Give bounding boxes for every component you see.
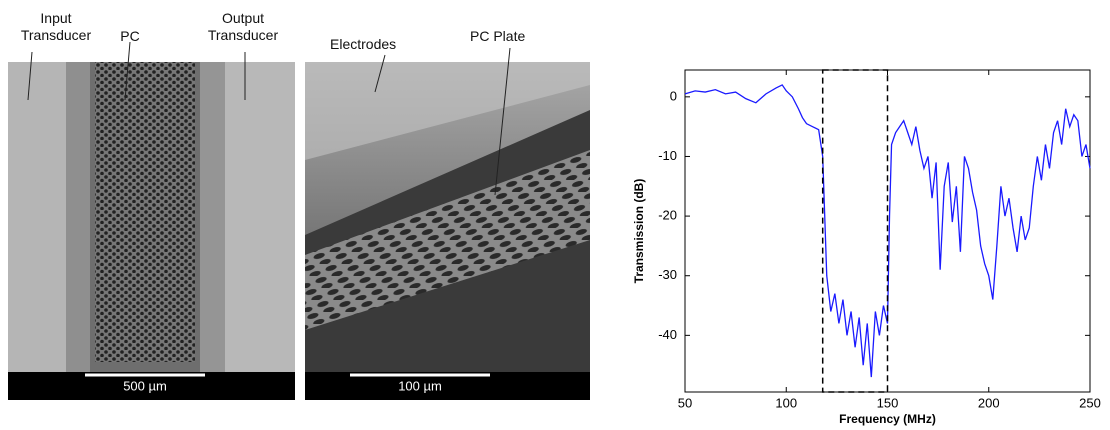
leader [124, 41, 131, 101]
transducer [225, 62, 295, 372]
image-label: Output Transducer [207, 10, 279, 43]
y-tick-label: -30 [658, 267, 677, 282]
pc-holes [95, 62, 195, 362]
leader [374, 54, 386, 93]
y-tick-label: 0 [670, 88, 677, 103]
x-tick-label: 150 [877, 395, 899, 410]
y-tick-label: -40 [658, 327, 677, 342]
image-label: PC [120, 28, 140, 44]
scale-bar-label: 500 µm [123, 378, 167, 393]
x-tick-label: 250 [1079, 395, 1101, 410]
x-axis-label: Frequency (MHz) [839, 412, 936, 426]
image-label: PC Plate [470, 28, 526, 44]
x-tick-label: 100 [775, 395, 797, 410]
y-tick-label: -20 [658, 208, 677, 223]
x-tick-label: 200 [978, 395, 1000, 410]
scale-bar-strip [305, 372, 590, 400]
image-label: Electrodes [330, 36, 397, 52]
pc-plate [305, 150, 590, 330]
y-axis-label: Transmission (dB) [632, 179, 646, 284]
image-label: Input Transducer [20, 10, 92, 43]
y-tick-label: -10 [658, 148, 677, 163]
line [684, 84, 1091, 378]
highlight-box [821, 69, 889, 393]
transducer [8, 62, 66, 372]
gap [66, 62, 90, 372]
leader [27, 51, 33, 101]
gap [200, 62, 225, 372]
plot: 50 100 150 200 250 0 -10 -20 -30 -40 Frequency (MH… [632, 69, 1101, 426]
scale-bar-strip [8, 372, 295, 400]
leader [494, 47, 511, 196]
x-tick-label: 50 [678, 395, 692, 410]
scale-bar-label: 100 µm [398, 378, 442, 393]
